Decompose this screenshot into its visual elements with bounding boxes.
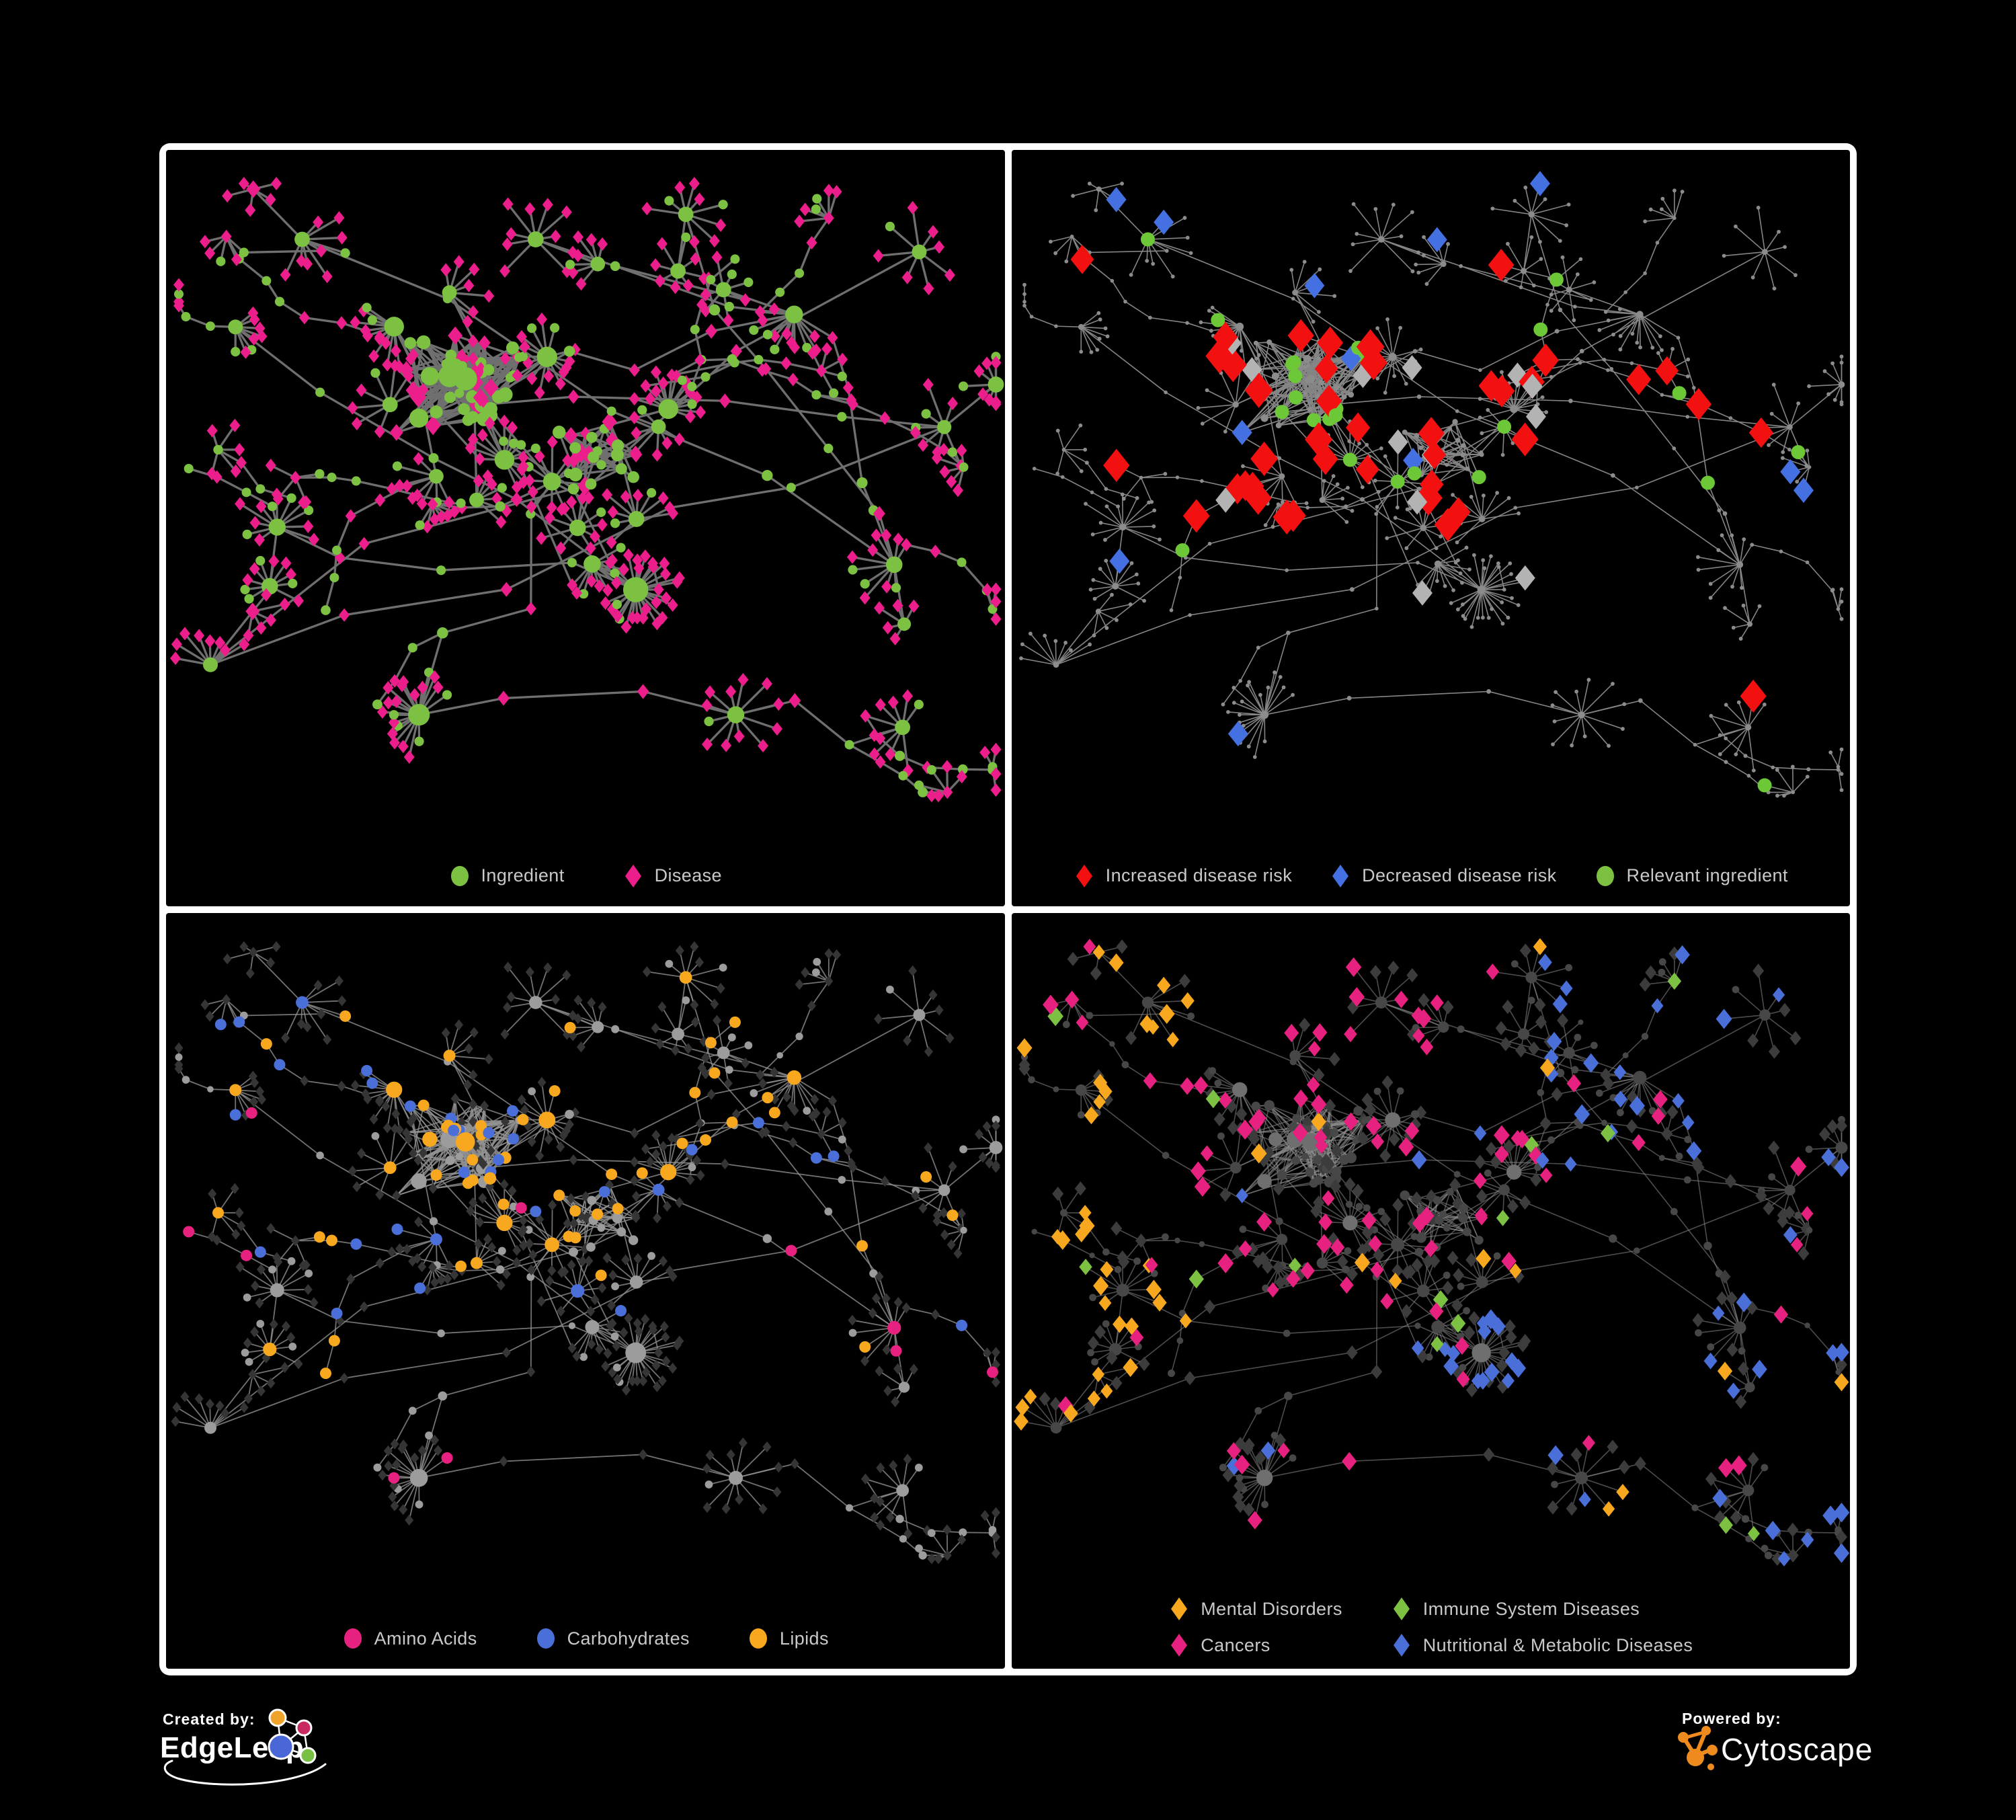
legend-label: Disease	[654, 865, 722, 885]
edgeleap-network-icon	[268, 1708, 317, 1764]
legend-item: Amino Acids	[342, 1626, 477, 1651]
legend-item: Disease	[622, 863, 722, 889]
diamond-marker-icon	[624, 864, 641, 887]
legend-label: Relevant ingredient	[1626, 865, 1788, 885]
panel-disease-risk: Increased disease risk Decreased disease…	[1011, 150, 1851, 906]
powered-by-label: Powered by:	[1682, 1710, 1781, 1727]
legend-label: Carbohydrates	[567, 1628, 690, 1649]
legend-item: Decreased disease risk	[1330, 863, 1556, 889]
legend-label: Nutritional & Metabolic Diseases	[1422, 1634, 1693, 1655]
legend-item: Nutritional & Metabolic Diseases	[1391, 1632, 1693, 1658]
legend-item: Relevant ingredient	[1595, 863, 1788, 889]
network-graph-disease-categories	[1013, 937, 1849, 1567]
legend-label: Ingredient	[481, 865, 565, 885]
legend-panel-4: Mental Disorders Immune System Diseases …	[1012, 1596, 1851, 1658]
legend-item: Ingredient	[449, 863, 565, 889]
legend-item: Lipids	[748, 1626, 829, 1651]
diamond-marker-icon	[1076, 864, 1092, 887]
network-graph-disease-risk	[1018, 171, 1845, 798]
cytoscape-logo: Powered by: Cytoscape	[1678, 1710, 1873, 1770]
legend-panel-1: Ingredient Disease	[166, 863, 1005, 889]
diamond-marker-icon	[1393, 1597, 1410, 1620]
legend-item: Carbohydrates	[535, 1626, 690, 1651]
network-graph-ingredient-disease	[170, 177, 1004, 803]
legend-label: Decreased disease risk	[1362, 865, 1557, 885]
panel-ingredient-disease: Ingredient Disease	[166, 150, 1005, 906]
legend-item: Cancers	[1168, 1632, 1270, 1658]
network-graph-ingredient-categories	[171, 941, 1003, 1565]
legend-item: Increased disease risk	[1074, 863, 1292, 889]
panel-disease-categories: Mental Disorders Immune System Diseases …	[1011, 912, 1851, 1669]
legend-label: Mental Disorders	[1201, 1598, 1342, 1619]
legend-label: Amino Acids	[374, 1628, 477, 1649]
diamond-marker-icon	[1332, 864, 1349, 887]
legend-label: Cancers	[1201, 1634, 1271, 1655]
cytoscape-network-icon	[1678, 1726, 1718, 1770]
panel-ingredient-categories: Amino Acids Carbohydrates Lipids	[166, 912, 1005, 1669]
four-panel-grid: Ingredient Disease Increased disease ris…	[159, 143, 1857, 1675]
diamond-marker-icon	[1393, 1634, 1410, 1657]
legend-panel-3: Amino Acids Carbohydrates Lipids	[166, 1626, 1005, 1651]
circle-marker-icon	[749, 1628, 767, 1649]
legend-panel-2: Increased disease risk Decreased disease…	[1012, 863, 1851, 889]
circle-marker-icon	[450, 865, 469, 886]
legend-label: Lipids	[779, 1628, 829, 1649]
diamond-marker-icon	[1171, 1634, 1188, 1657]
created-by-label: Created by:	[163, 1710, 255, 1728]
circle-marker-icon	[1596, 865, 1614, 886]
diamond-marker-icon	[1171, 1597, 1188, 1620]
edgeleap-swoosh	[163, 1759, 327, 1786]
legend-label: Increased disease risk	[1105, 865, 1293, 885]
legend-item: Immune System Diseases	[1391, 1596, 1640, 1622]
cytoscape-brand-text: Cytoscape	[1721, 1732, 1873, 1767]
legend-item: Mental Disorders	[1168, 1596, 1342, 1622]
circle-marker-icon	[536, 1628, 555, 1649]
legend-label: Immune System Diseases	[1422, 1598, 1640, 1619]
circle-marker-icon	[344, 1628, 362, 1649]
edgeleap-logo: Created by: EdgeLeap	[160, 1708, 327, 1786]
